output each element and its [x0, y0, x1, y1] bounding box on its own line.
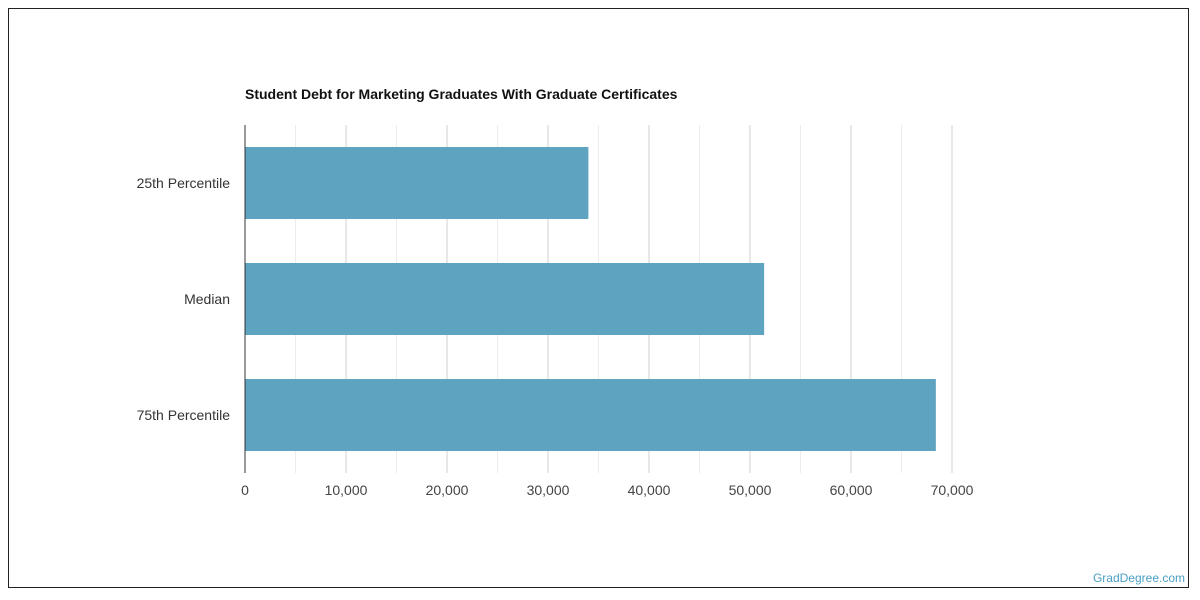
x-tick-label: 20,000	[426, 482, 469, 498]
chart-title: Student Debt for Marketing Graduates Wit…	[245, 86, 678, 102]
bar-25th-percentile	[245, 147, 589, 219]
source-credit: GradDegree.com	[1093, 571, 1185, 585]
x-tick-label: 70,000	[931, 482, 974, 498]
bar-75th-percentile	[245, 379, 936, 451]
bar-median	[245, 263, 765, 335]
x-tick-label: 30,000	[527, 482, 570, 498]
x-tick-label: 50,000	[729, 482, 772, 498]
x-tick-label: 40,000	[628, 482, 671, 498]
x-tick-label: 10,000	[325, 482, 368, 498]
category-label: 25th Percentile	[137, 175, 231, 191]
x-tick-labels: 0 10,000 20,000 30,000 40,000 50,000 60,000 70,…	[241, 482, 974, 498]
category-labels: 25th Percentile Median 75th Percentile	[137, 175, 231, 423]
category-label: 75th Percentile	[137, 407, 231, 423]
x-tick-label: 60,000	[830, 482, 873, 498]
category-label: Median	[184, 291, 230, 307]
x-tick-label: 0	[241, 482, 249, 498]
bars	[245, 147, 936, 451]
